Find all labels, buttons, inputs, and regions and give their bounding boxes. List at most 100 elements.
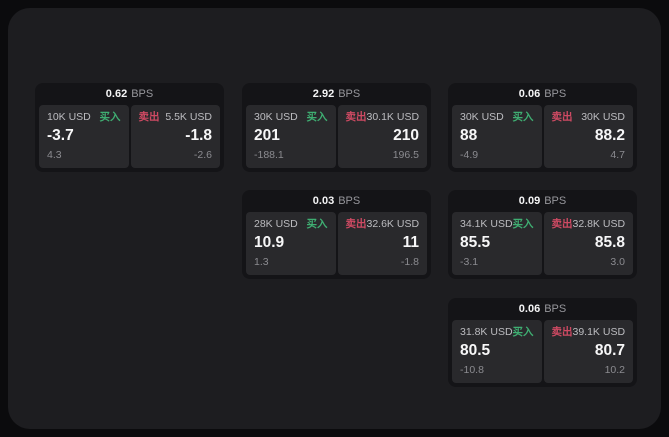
buy-side-label: 买入 [99,111,121,123]
sell-amount: 30.1K USD [366,111,420,123]
buy-sub-value: -188.1 [254,149,284,161]
bps-value: 0.09 [518,195,541,207]
bps-unit-label: BPS [544,195,567,207]
sell-side-label: 卖出 [551,326,573,338]
buy-panel[interactable]: 30K USD 买入 201 -188.1 [246,105,336,168]
buy-panel-top: 30K USD 买入 [254,111,328,124]
buy-amount: 30K USD [460,111,504,123]
buy-price: 10.9 [254,234,285,251]
buy-sub-value: -4.9 [460,149,479,161]
buy-amount: 10K USD [47,111,91,123]
sell-side-label: 卖出 [551,218,573,230]
quote-card: 0.09 BPS 34.1K USD 买入 85.5 -3.1 卖出 32.8K… [448,190,637,279]
sell-side-label: 卖出 [138,111,160,123]
buy-amount: 34.1K USD [460,218,513,230]
sell-price: 85.8 [594,234,625,251]
bps-unit-label: BPS [544,303,567,315]
buy-panel[interactable]: 31.8K USD 买入 80.5 -10.8 [452,320,542,383]
card-header: 0.06 BPS [452,83,633,105]
buy-price: 201 [254,127,280,144]
buy-price: 88 [460,127,478,144]
sell-panel[interactable]: 卖出 30.1K USD 210 196.5 [337,105,427,168]
buy-panel-top: 34.1K USD 买入 [460,218,534,231]
buy-sub-value: 1.3 [254,256,269,268]
sell-amount: 32.6K USD [366,218,420,230]
card-body: 10K USD 买入 -3.7 4.3 卖出 5.5K USD -1.8 -2.… [39,105,220,168]
buy-panel[interactable]: 28K USD 买入 10.9 1.3 [246,212,336,275]
sell-side-label: 卖出 [345,111,367,123]
quote-card: 2.92 BPS 30K USD 买入 201 -188.1 卖出 30.1K … [242,83,431,172]
sell-sub-value: -2.6 [193,149,212,161]
quote-card: 0.03 BPS 28K USD 买入 10.9 1.3 卖出 32.6K US… [242,190,431,279]
bps-unit-label: BPS [338,195,361,207]
buy-panel-top: 28K USD 买入 [254,218,328,231]
bps-value: 0.06 [518,303,541,315]
buy-panel-top: 10K USD 买入 [47,111,121,124]
buy-sub-value: 4.3 [47,149,62,161]
sell-panel[interactable]: 卖出 32.8K USD 85.8 3.0 [543,212,633,275]
sell-panel[interactable]: 卖出 30K USD 88.2 4.7 [543,105,633,168]
buy-price: 85.5 [460,234,491,251]
card-body: 31.8K USD 买入 80.5 -10.8 卖出 39.1K USD 80.… [452,320,633,383]
bps-unit-label: BPS [544,88,567,100]
sell-price: 88.2 [594,127,625,144]
bps-value: 0.62 [105,88,128,100]
sell-sub-value: 10.2 [604,364,625,376]
sell-panel[interactable]: 卖出 32.6K USD 11 -1.8 [337,212,427,275]
card-body: 30K USD 买入 201 -188.1 卖出 30.1K USD 210 1… [246,105,427,168]
sell-panel-top: 卖出 30K USD [552,111,626,124]
card-header: 0.06 BPS [452,298,633,320]
sell-sub-value: -1.8 [400,256,419,268]
buy-amount: 28K USD [254,218,298,230]
card-body: 30K USD 买入 88 -4.9 卖出 30K USD 88.2 4.7 [452,105,633,168]
quotes-board: 0.62 BPS 10K USD 买入 -3.7 4.3 卖出 5.5K USD [8,8,661,429]
buy-amount: 30K USD [254,111,298,123]
sell-panel-top: 卖出 30.1K USD [346,111,420,124]
card-header: 0.09 BPS [452,190,633,212]
bps-unit-label: BPS [338,88,361,100]
sell-panel-top: 卖出 32.6K USD [346,218,420,231]
buy-panel[interactable]: 30K USD 买入 88 -4.9 [452,105,542,168]
bps-value: 0.03 [312,195,335,207]
sell-sub-value: 4.7 [610,149,625,161]
quote-card: 0.06 BPS 31.8K USD 买入 80.5 -10.8 卖出 39.1… [448,298,637,387]
sell-side-label: 卖出 [551,111,573,123]
bps-value: 2.92 [312,88,335,100]
sell-price: 80.7 [594,342,625,359]
sell-amount: 32.8K USD [572,218,626,230]
card-header: 2.92 BPS [246,83,427,105]
quote-card: 0.06 BPS 30K USD 买入 88 -4.9 卖出 30K USD [448,83,637,172]
bps-unit-label: BPS [131,88,154,100]
bps-value: 0.06 [518,88,541,100]
buy-panel[interactable]: 34.1K USD 买入 85.5 -3.1 [452,212,542,275]
card-body: 28K USD 买入 10.9 1.3 卖出 32.6K USD 11 -1.8 [246,212,427,275]
buy-sub-value: -3.1 [460,256,479,268]
quote-card: 0.62 BPS 10K USD 买入 -3.7 4.3 卖出 5.5K USD [35,83,224,172]
buy-price: 80.5 [460,342,491,359]
buy-panel-top: 30K USD 买入 [460,111,534,124]
sell-panel-top: 卖出 39.1K USD [552,326,626,339]
sell-sub-value: 3.0 [610,256,625,268]
sell-panel-top: 卖出 32.8K USD [552,218,626,231]
buy-side-label: 买入 [512,111,534,123]
card-header: 0.03 BPS [246,190,427,212]
buy-panel[interactable]: 10K USD 买入 -3.7 4.3 [39,105,129,168]
buy-side-label: 买入 [512,326,534,338]
buy-amount: 31.8K USD [460,326,513,338]
sell-amount: 5.5K USD [165,111,212,123]
sell-side-label: 卖出 [345,218,367,230]
buy-panel-top: 31.8K USD 买入 [460,326,534,339]
sell-panel-top: 卖出 5.5K USD [139,111,213,124]
sell-amount: 30K USD [581,111,625,123]
sell-panel[interactable]: 卖出 5.5K USD -1.8 -2.6 [130,105,220,168]
buy-sub-value: -10.8 [460,364,484,376]
sell-price: 210 [393,127,419,144]
buy-side-label: 买入 [512,218,534,230]
sell-sub-value: 196.5 [392,149,419,161]
sell-panel[interactable]: 卖出 39.1K USD 80.7 10.2 [543,320,633,383]
buy-side-label: 买入 [306,111,328,123]
sell-price: -1.8 [185,127,212,144]
card-header: 0.62 BPS [39,83,220,105]
sell-amount: 39.1K USD [572,326,626,338]
